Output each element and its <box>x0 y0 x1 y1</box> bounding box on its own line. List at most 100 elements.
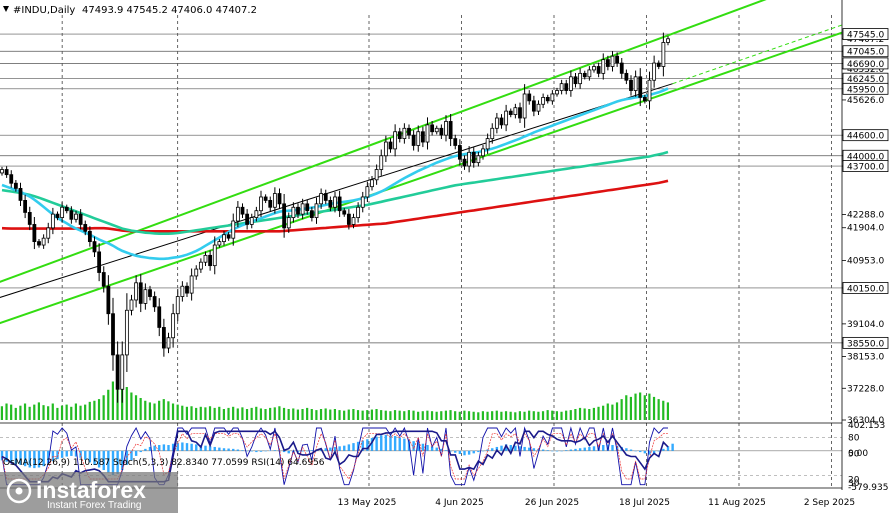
volume-bar <box>56 407 59 420</box>
osma-bar <box>509 445 512 451</box>
volume-bar <box>486 411 489 420</box>
volume-bar <box>278 406 281 420</box>
brand-name: instaforex <box>36 477 146 503</box>
volume-bar <box>144 400 147 420</box>
candle-body <box>129 299 134 311</box>
volume-bar <box>287 409 290 420</box>
osma-bar <box>643 450 647 454</box>
osma-bar <box>121 450 124 471</box>
price-tick-label: 36304.0 <box>847 416 884 426</box>
volume-bar <box>33 404 36 420</box>
osma-bar <box>0 450 4 461</box>
candle-body <box>148 289 152 297</box>
osma-bar <box>514 445 517 451</box>
volume-bar <box>51 403 54 420</box>
volume-bar <box>620 399 623 420</box>
candle-body <box>494 117 499 129</box>
volume-bar <box>389 411 392 420</box>
candle-body <box>46 227 51 239</box>
osma-bar <box>389 435 392 451</box>
candle-body <box>101 272 106 287</box>
volume-bar <box>634 393 637 420</box>
osma-bar <box>662 448 665 451</box>
osma-bar <box>486 449 489 451</box>
osma-bar <box>273 450 277 451</box>
level-tag-label: 43700.0 <box>847 163 884 173</box>
volume-bar <box>583 408 586 420</box>
level-tag-box <box>842 336 889 349</box>
osma-bar <box>671 443 674 451</box>
osma-bar <box>652 450 656 454</box>
candle-body <box>152 296 157 308</box>
channel-lower-line <box>0 29 849 325</box>
volume-bar <box>97 399 101 420</box>
volume-bar <box>102 395 105 420</box>
osma-bar <box>130 450 133 461</box>
candle-body <box>582 72 587 78</box>
volume-bar <box>292 408 295 420</box>
volume-bar <box>643 395 646 420</box>
volume-bar <box>162 399 165 420</box>
candle-body <box>185 285 189 294</box>
candle-body <box>309 210 314 218</box>
osma-bar <box>467 450 471 455</box>
osma-bar <box>162 444 166 451</box>
candle-body <box>282 203 287 229</box>
price-tick-label: 46532.0 <box>847 65 884 75</box>
osma-bar <box>500 445 503 451</box>
volume-bar <box>569 410 572 420</box>
osma-bar <box>666 446 670 451</box>
volume-bar <box>195 407 198 420</box>
volume-bar <box>158 400 161 420</box>
volume-bar <box>602 405 605 420</box>
candle-body <box>60 206 65 218</box>
candle-body <box>328 200 333 208</box>
level-tag-label: 40150.0 <box>847 284 884 294</box>
candle-body <box>568 76 573 91</box>
candle-body <box>601 59 606 74</box>
candle-body <box>69 210 74 220</box>
osma-bar <box>241 450 244 451</box>
volume-bar <box>495 410 498 420</box>
candle-body <box>277 193 282 205</box>
volume-bar <box>560 411 563 420</box>
candle-body <box>226 234 231 239</box>
volume-bar <box>491 411 494 420</box>
volume-bar <box>430 411 434 420</box>
candle-body <box>610 55 615 67</box>
candle-body <box>180 285 185 297</box>
candle-body <box>402 127 407 140</box>
collapse-triangle-icon[interactable] <box>3 6 9 12</box>
candle-body <box>319 193 324 205</box>
candle-body <box>573 76 578 85</box>
price-candles <box>0 32 670 403</box>
volume-bar <box>361 410 364 420</box>
price-tick-label: 40953.0 <box>847 256 884 266</box>
osma-bar <box>338 446 341 451</box>
volume-bar <box>153 403 156 420</box>
price-tick-label: 37228.0 <box>847 384 884 394</box>
volume-bar <box>578 407 582 420</box>
volume-bar <box>208 406 212 420</box>
candle-body <box>212 244 217 267</box>
osma-bar <box>565 450 568 451</box>
candle-body <box>249 217 254 225</box>
osma-bar <box>578 448 582 451</box>
level-tag-label: 38550.0 <box>847 339 884 349</box>
osma-bar <box>255 450 258 453</box>
volume-bar <box>421 411 424 420</box>
x-tick-label: 26 Jun 2025 <box>525 498 579 508</box>
candle-body <box>64 206 69 212</box>
level-tag-box <box>842 82 889 95</box>
osma-bar <box>555 450 559 452</box>
volume-bar <box>458 411 461 420</box>
osma-bar <box>454 450 457 453</box>
candle-body <box>194 268 199 277</box>
candle-body <box>55 213 60 218</box>
volume-bar <box>176 404 179 420</box>
osma-bar <box>574 448 577 451</box>
osma-bar <box>204 445 207 451</box>
volume-bar <box>338 410 341 420</box>
indicator-tick-label: 20 <box>848 475 860 485</box>
